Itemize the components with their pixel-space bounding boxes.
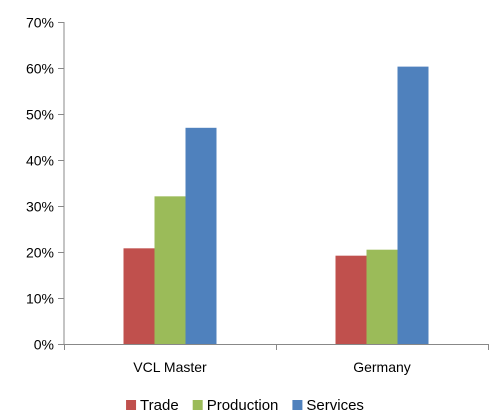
- bar-trade-vcl-master: [123, 248, 155, 344]
- y-tick-label: 60%: [26, 61, 54, 77]
- legend-swatch-trade: [126, 400, 137, 410]
- bar-trade-germany: [335, 255, 367, 344]
- y-tick-label: 10%: [26, 291, 54, 307]
- legend-label: Trade: [140, 397, 179, 414]
- y-tick-label: 70%: [26, 15, 54, 31]
- x-tick-label: VCL Master: [133, 359, 207, 375]
- y-tick-label: 20%: [26, 245, 54, 261]
- legend-swatch-services: [292, 400, 303, 410]
- bar-services-germany: [397, 66, 429, 345]
- x-axis: VCL Master Germany: [64, 344, 489, 375]
- y-axis: 0% 10% 20% 30% 40% 50% 60% 70%: [26, 15, 65, 353]
- bar-production-vcl-master: [154, 196, 186, 344]
- x-tick-label: Germany: [353, 359, 411, 375]
- legend-label: Production: [207, 397, 279, 414]
- y-tick-label: 0%: [34, 337, 54, 353]
- legend-label: Services: [306, 397, 364, 414]
- bars: [123, 66, 429, 345]
- bar-production-germany: [366, 249, 398, 344]
- legend: Trade Production Services: [126, 397, 364, 414]
- legend-swatch-production: [192, 400, 203, 410]
- y-tick-label: 30%: [26, 199, 54, 215]
- y-tick-label: 50%: [26, 107, 54, 123]
- y-tick-label: 40%: [26, 153, 54, 169]
- bar-services-vcl-master: [185, 127, 217, 344]
